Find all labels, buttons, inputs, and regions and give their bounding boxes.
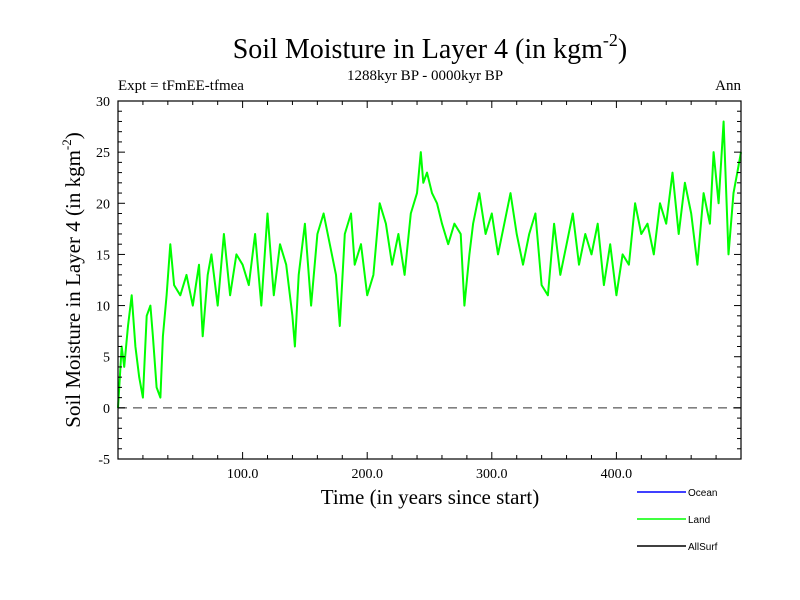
x-tick-label: 200.0 bbox=[351, 467, 383, 482]
y-axis-label: Soil Moisture in Layer 4 (in kgm-2) bbox=[59, 132, 85, 427]
x-tick-label: 400.0 bbox=[601, 467, 633, 482]
x-tick-label: 300.0 bbox=[476, 467, 508, 482]
chart-title-close: ) bbox=[618, 34, 627, 65]
y-tick-label: 0 bbox=[103, 402, 110, 417]
chart-title-main: Soil Moisture in Layer 4 (in kgm bbox=[233, 34, 603, 65]
x-tick-label: 100.0 bbox=[227, 467, 259, 482]
plot-frame bbox=[117, 100, 742, 460]
legend-label-allsurf: AllSurf bbox=[688, 542, 718, 553]
experiment-label: Expt = tFmEE-tfmea bbox=[118, 78, 244, 94]
y-tick-label: 15 bbox=[96, 248, 110, 263]
y-axis-label-main: Soil Moisture in Layer 4 (in kgm bbox=[61, 150, 85, 428]
y-axis-label-superscript: -2 bbox=[59, 139, 74, 150]
legend-label-ocean: Ocean bbox=[688, 488, 717, 499]
y-tick-label: 20 bbox=[96, 197, 110, 212]
y-axis-label-close: ) bbox=[61, 132, 85, 139]
legend: Ocean Land AllSurf bbox=[637, 488, 718, 553]
chart-title: Soil Moisture in Layer 4 (in kgm-2) bbox=[233, 30, 628, 65]
legend-label-land: Land bbox=[688, 515, 710, 526]
y-tick-label: 25 bbox=[96, 146, 110, 161]
chart-subtitle: 1288kyr BP - 0000kyr BP bbox=[347, 68, 503, 84]
land-series-line bbox=[117, 120, 742, 408]
y-tick-label: 5 bbox=[103, 351, 110, 366]
plot-area: 100.0 200.0 300.0 400.0 -5 0 5 10 15 20 25 30 bbox=[96, 95, 742, 482]
y-tick-label: -5 bbox=[98, 453, 110, 468]
x-axis-label: Time (in years since start) bbox=[321, 485, 540, 509]
period-label: Ann bbox=[715, 78, 741, 94]
y-tick-label: 10 bbox=[96, 300, 110, 315]
chart-title-superscript: -2 bbox=[603, 30, 618, 50]
y-tick-label: 30 bbox=[96, 95, 110, 110]
